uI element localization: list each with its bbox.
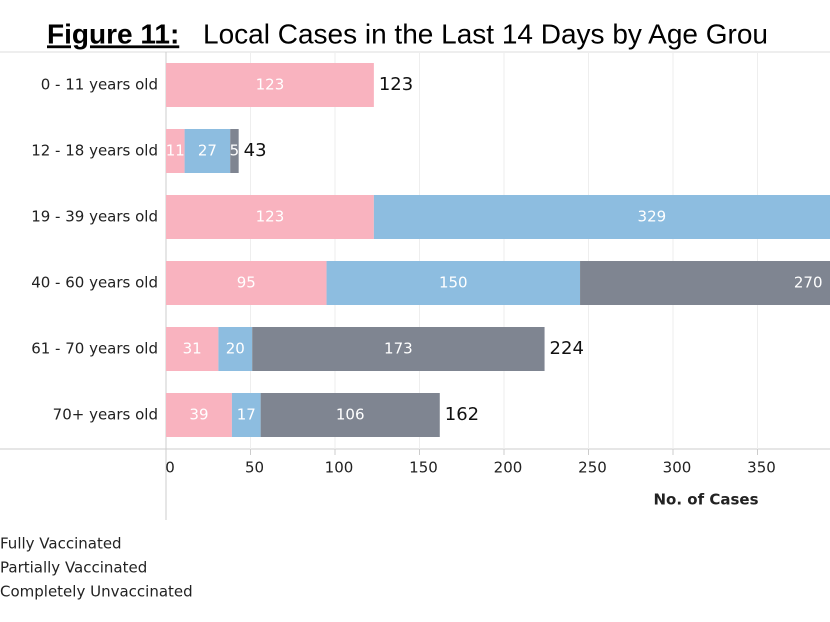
bar-segment bbox=[166, 393, 232, 437]
total-label: 43 bbox=[244, 140, 267, 161]
bar-segment bbox=[184, 129, 231, 173]
bar-segment bbox=[252, 327, 545, 371]
segment-label: 31 bbox=[183, 340, 202, 358]
x-tick-label: 150 bbox=[409, 459, 438, 477]
chart-title-prefix: Figure 11: bbox=[47, 18, 179, 49]
x-axis-title: No. of Cases bbox=[654, 491, 759, 509]
segment-label: 106 bbox=[336, 406, 365, 424]
bar-segment bbox=[260, 393, 440, 437]
total-label: 123 bbox=[379, 74, 413, 95]
segment-label: 123 bbox=[256, 76, 285, 94]
segment-label: 39 bbox=[189, 406, 208, 424]
category-label: 19 - 39 years old bbox=[31, 208, 158, 226]
segment-label: 270 bbox=[794, 274, 823, 292]
segment-label: 123 bbox=[256, 208, 285, 226]
x-tick-label: 250 bbox=[578, 459, 607, 477]
segment-label: 11 bbox=[166, 142, 185, 160]
x-tick-label: 0 bbox=[165, 459, 175, 477]
legend-label: Completely Unvaccinated bbox=[0, 583, 193, 601]
x-tick-label: 350 bbox=[747, 459, 776, 477]
bar-segment bbox=[373, 195, 830, 239]
segment-label: 95 bbox=[237, 274, 256, 292]
segment-label: 27 bbox=[198, 142, 217, 160]
legend-label: Fully Vaccinated bbox=[0, 535, 122, 553]
bar-segment bbox=[166, 327, 219, 371]
bar-segment bbox=[166, 195, 374, 239]
segment-label: 5 bbox=[230, 142, 240, 160]
bar-segment bbox=[326, 261, 581, 305]
category-label: 61 - 70 years old bbox=[31, 340, 158, 358]
x-tick-label: 50 bbox=[245, 459, 264, 477]
x-tick-label: 100 bbox=[325, 459, 354, 477]
category-label: 40 - 60 years old bbox=[31, 274, 158, 292]
bar-segment bbox=[166, 261, 327, 305]
bar-segment bbox=[580, 261, 830, 305]
segment-label: 329 bbox=[638, 208, 667, 226]
segment-label: 150 bbox=[439, 274, 468, 292]
x-tick-label: 300 bbox=[663, 459, 692, 477]
legend-label: Partially Vaccinated bbox=[0, 559, 147, 577]
bar-segment bbox=[231, 393, 261, 437]
category-label: 70+ years old bbox=[53, 406, 158, 424]
bar-segment bbox=[166, 63, 374, 107]
x-tick-label: 200 bbox=[494, 459, 523, 477]
category-label: 0 - 11 years old bbox=[41, 76, 158, 94]
bar-segment bbox=[230, 129, 239, 173]
total-label: 162 bbox=[445, 404, 479, 425]
bar-segment bbox=[218, 327, 253, 371]
total-label: 224 bbox=[550, 338, 584, 359]
category-label: 12 - 18 years old bbox=[31, 142, 158, 160]
segment-label: 20 bbox=[226, 340, 245, 358]
segment-label: 17 bbox=[237, 406, 256, 424]
chart-title: Local Cases in the Last 14 Days by Age G… bbox=[203, 18, 768, 49]
bar-segment bbox=[166, 129, 185, 173]
segment-label: 173 bbox=[384, 340, 413, 358]
